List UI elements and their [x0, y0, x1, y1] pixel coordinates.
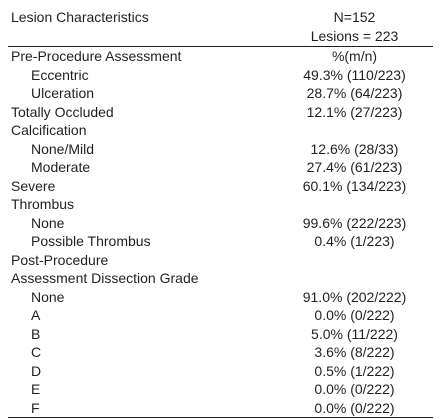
row-value: 0.0% (0/222) [276, 398, 433, 418]
row-value: 0.4% (1/223) [314, 233, 395, 249]
row-label: Eccentric [31, 66, 89, 83]
table-row: B 5.0% (11/222) [8, 325, 433, 344]
row-value: 28.7% (64/223) [306, 85, 403, 101]
table-row: Post-Procedure [8, 251, 433, 270]
row-label: F [8, 398, 276, 418]
row-label: Pre-Procedure Assessment [8, 46, 276, 66]
header-value-line2: Lesions = 223 [310, 27, 399, 44]
row-value: 0.0% (0/222) [314, 307, 395, 323]
row-value: 12.6% (28/33) [310, 140, 399, 157]
table-row: Ulceration 28.7% (64/223) [8, 84, 433, 103]
header-value: N=152 Lesions = 223 [276, 8, 433, 47]
table-row: D 0.5% (1/222) [8, 362, 433, 381]
row-label: Possible Thrombus [31, 233, 151, 249]
table-row: C 3.6% (8/222) [8, 343, 433, 362]
row-label: D [31, 362, 42, 379]
table-row: Possible Thrombus 0.4% (1/223) [8, 232, 433, 251]
row-value: 91.0% (202/222) [302, 288, 407, 305]
table-row: F 0.0% (0/222) [8, 398, 433, 418]
row-value: 60.1% (134/223) [302, 177, 407, 194]
table-row: Thrombus [8, 195, 433, 214]
row-value [276, 195, 433, 214]
table-row: None 91.0% (202/222) [8, 288, 433, 307]
row-value: %(m/n) [276, 46, 433, 66]
row-value: 0.5% (1/222) [314, 362, 395, 379]
row-label: C [31, 344, 42, 360]
table-row: Eccentric 49.3% (110/223) [8, 66, 433, 85]
row-label: Ulceration [31, 85, 95, 101]
row-value: 27.4% (61/223) [306, 159, 403, 175]
header-label: Lesion Characteristics [11, 9, 149, 25]
table-row: Totally Occluded 12.1% (27/223) [8, 103, 433, 122]
row-label: None [31, 288, 65, 305]
row-label: Assessment Dissection Grade [11, 270, 199, 286]
row-label: None/Mild [31, 140, 95, 157]
header-value-line1: N=152 [333, 9, 376, 25]
row-label: A [31, 307, 41, 323]
table-row: Calcification [8, 121, 433, 140]
table-row: None 99.6% (222/223) [8, 214, 433, 233]
row-value: 49.3% (110/223) [303, 66, 406, 83]
row-label: Post-Procedure [11, 251, 109, 268]
table-row: E 0.0% (0/222) [8, 380, 433, 399]
row-label: Calcification [11, 122, 87, 138]
row-value: 3.6% (8/222) [314, 344, 395, 360]
row-value: 5.0% (11/222) [311, 325, 398, 342]
table-row: Pre-Procedure Assessment %(m/n) [8, 46, 433, 66]
row-label: Thrombus [11, 196, 75, 212]
row-value [276, 121, 433, 140]
table-body: Lesion Characteristics N=152 Lesions = 2… [8, 8, 433, 418]
row-value [276, 251, 433, 270]
row-label: None [31, 214, 65, 231]
table-row: Assessment Dissection Grade [8, 269, 433, 288]
table-row: Severe 60.1% (134/223) [8, 177, 433, 196]
row-label: Moderate [31, 159, 91, 175]
table-row: A 0.0% (0/222) [8, 306, 433, 325]
row-label: Severe [11, 177, 56, 194]
table-row: None/Mild 12.6% (28/33) [8, 140, 433, 159]
row-label: B [31, 325, 41, 342]
row-value: 0.0% (0/222) [314, 381, 395, 397]
lesion-characteristics-table: Lesion Characteristics N=152 Lesions = 2… [8, 8, 433, 418]
row-label: Totally Occluded [11, 103, 114, 120]
row-value: 12.1% (27/223) [306, 103, 403, 120]
table-row: Moderate 27.4% (61/223) [8, 158, 433, 177]
table-header-row: Lesion Characteristics N=152 Lesions = 2… [8, 8, 433, 47]
row-value: 99.6% (222/223) [302, 214, 407, 231]
row-label: E [31, 381, 41, 397]
row-value [276, 269, 433, 288]
